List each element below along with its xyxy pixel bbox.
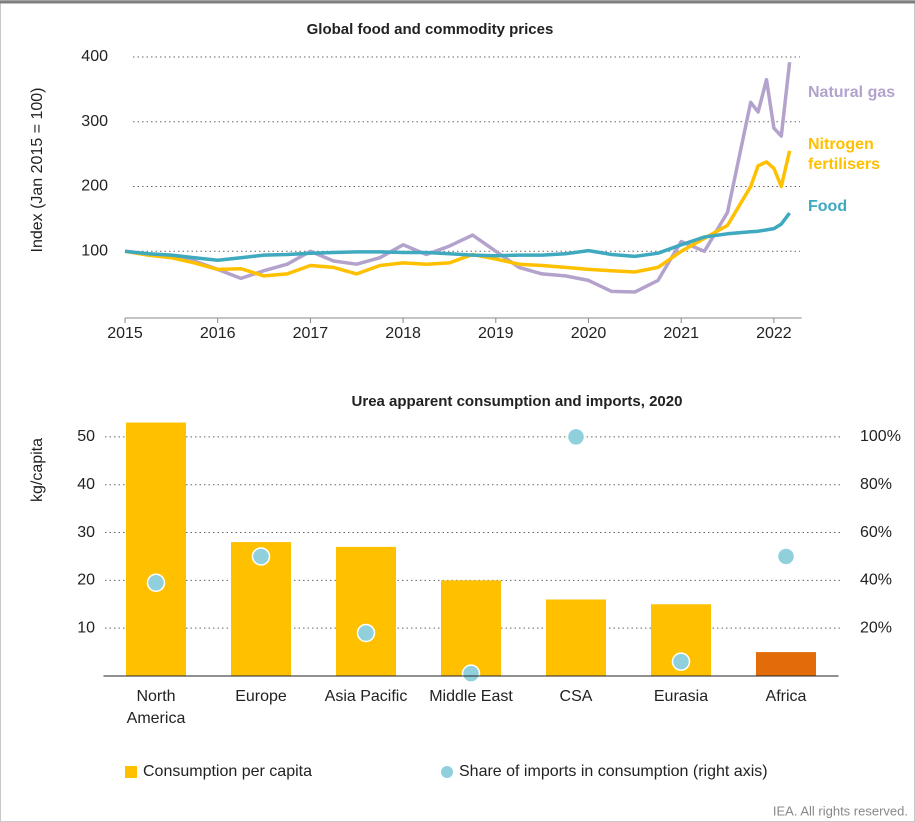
y-tick-label: 50 bbox=[77, 428, 95, 445]
y-tick-label: 300 bbox=[81, 113, 108, 130]
footer: IEA. All rights reserved. bbox=[773, 803, 908, 818]
series-label: Nitrogen fertilisers bbox=[808, 136, 881, 173]
y-tick-label: 30 bbox=[77, 524, 95, 541]
y-tick-label: 400 bbox=[81, 48, 108, 65]
point bbox=[461, 664, 481, 683]
x-tick-label: North America bbox=[126, 688, 186, 727]
y2-tick-label: 80% bbox=[860, 476, 892, 493]
point bbox=[251, 547, 271, 566]
chart-title: Urea apparent consumption and imports, 2… bbox=[352, 393, 683, 410]
bar bbox=[441, 580, 501, 676]
y2-tick-label: 60% bbox=[860, 524, 892, 541]
y2-tick-label: 20% bbox=[860, 619, 892, 636]
y2-tick-label: 100% bbox=[860, 428, 901, 445]
legend-swatch bbox=[125, 766, 137, 778]
bar bbox=[756, 652, 816, 676]
point bbox=[671, 652, 691, 671]
data-line bbox=[124, 150, 792, 278]
x-tick-label: Africa bbox=[765, 688, 807, 705]
y-tick-label: 10 bbox=[77, 619, 95, 636]
y-tick-label: 100 bbox=[81, 242, 108, 259]
legend-label: Consumption per capita bbox=[143, 763, 312, 780]
chart-title: Global food and commodity prices bbox=[307, 21, 554, 38]
y-axis-label: Index (Jan 2015 = 100) bbox=[29, 87, 46, 252]
x-tick-label: Middle East bbox=[429, 688, 513, 705]
x-tick-label: 2021 bbox=[663, 325, 699, 342]
x-tick-label: 2017 bbox=[293, 325, 329, 342]
point bbox=[566, 427, 586, 447]
x-tick-label: Eurasia bbox=[653, 688, 709, 705]
legend-swatch bbox=[441, 766, 453, 778]
x-tick-label: 2016 bbox=[200, 325, 236, 342]
x-tick-label: 2018 bbox=[385, 325, 421, 342]
series-label: Natural gas bbox=[808, 84, 896, 101]
x-tick-label: Europe bbox=[235, 688, 287, 705]
x-tick-label: 2022 bbox=[756, 325, 792, 342]
legend-label: Share of imports in consumption (right a… bbox=[459, 763, 768, 780]
x-tick-label: 2020 bbox=[571, 325, 607, 342]
point bbox=[356, 623, 376, 643]
x-tick-label: CSA bbox=[559, 688, 593, 705]
y-axis-label: kg/capita bbox=[29, 438, 46, 502]
bar bbox=[336, 546, 396, 676]
y-tick-label: 20 bbox=[77, 572, 95, 589]
y-tick-label: 200 bbox=[81, 178, 108, 195]
series-label: Food bbox=[808, 198, 848, 215]
bar bbox=[126, 422, 186, 676]
data-line bbox=[124, 211, 792, 263]
data-line bbox=[124, 62, 792, 294]
y-tick-label: 40 bbox=[77, 476, 95, 493]
bar bbox=[546, 599, 606, 676]
y2-tick-label: 40% bbox=[860, 572, 892, 589]
point bbox=[146, 573, 166, 593]
point bbox=[776, 547, 796, 566]
x-tick-label: 2015 bbox=[107, 325, 143, 342]
x-tick-label: Asia Pacific bbox=[324, 688, 408, 705]
x-tick-label: 2019 bbox=[478, 325, 514, 342]
